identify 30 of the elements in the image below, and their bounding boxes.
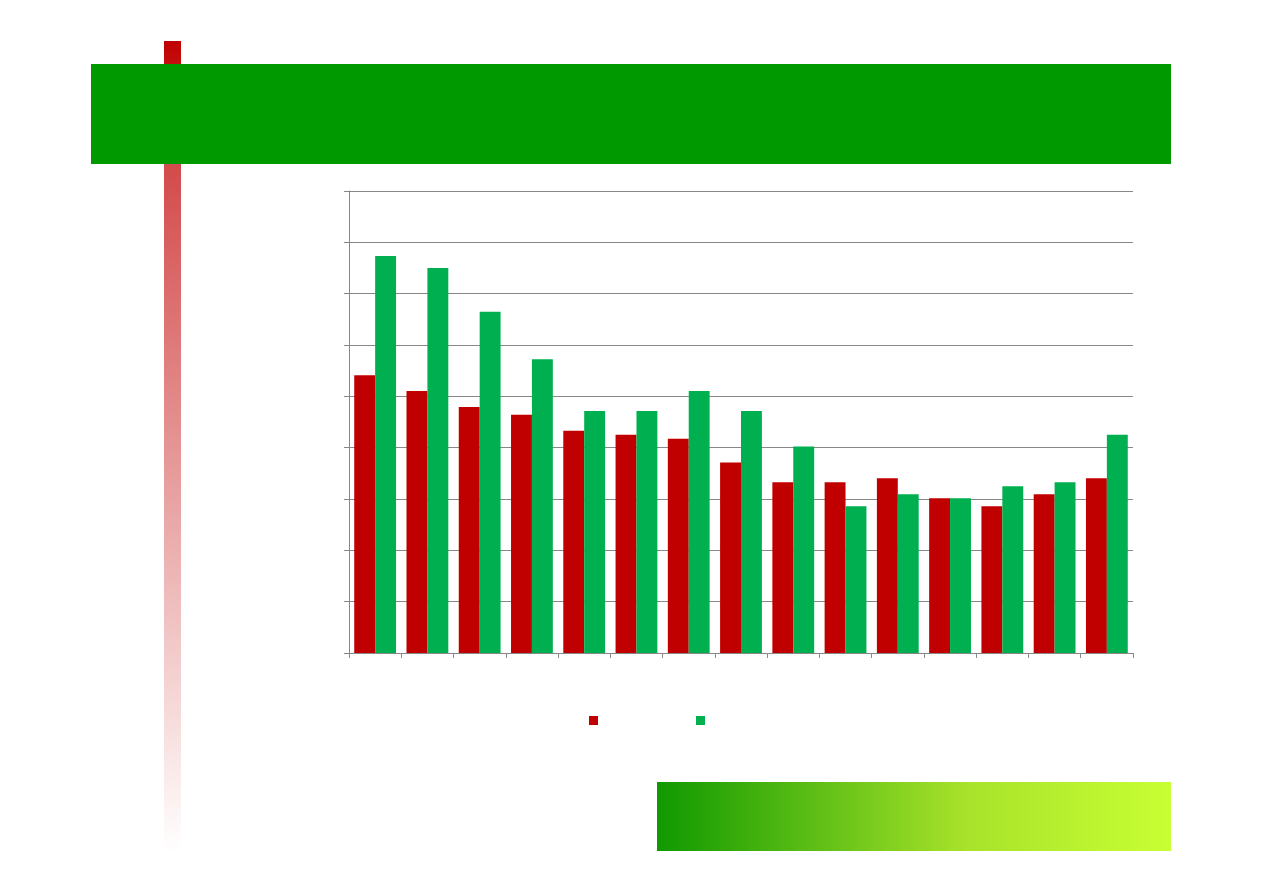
- bar: [511, 414, 532, 653]
- bar: [929, 498, 951, 653]
- bar: [741, 410, 762, 653]
- bar: [1054, 482, 1076, 653]
- bar: [897, 494, 919, 653]
- bar: [584, 410, 606, 653]
- bar: [458, 406, 480, 653]
- bar: [720, 462, 741, 653]
- bar: [876, 478, 898, 653]
- bar: [688, 391, 710, 653]
- bar: [950, 498, 971, 653]
- bar: [845, 506, 867, 653]
- bar: [479, 311, 501, 653]
- bar: [531, 359, 553, 653]
- bar: [406, 391, 428, 653]
- bar: [772, 482, 794, 653]
- bar: [667, 438, 689, 653]
- bar: [824, 482, 846, 653]
- bar: [1002, 486, 1024, 653]
- bar: [793, 446, 815, 653]
- bar: [636, 410, 658, 653]
- bar: [354, 375, 376, 653]
- bar: [981, 506, 1003, 653]
- bar: [375, 256, 397, 653]
- bar: [1106, 434, 1128, 653]
- bar: [563, 430, 585, 653]
- bar: [615, 434, 637, 653]
- bar: [1033, 494, 1055, 653]
- bar: [1085, 478, 1107, 653]
- bar: [427, 268, 449, 653]
